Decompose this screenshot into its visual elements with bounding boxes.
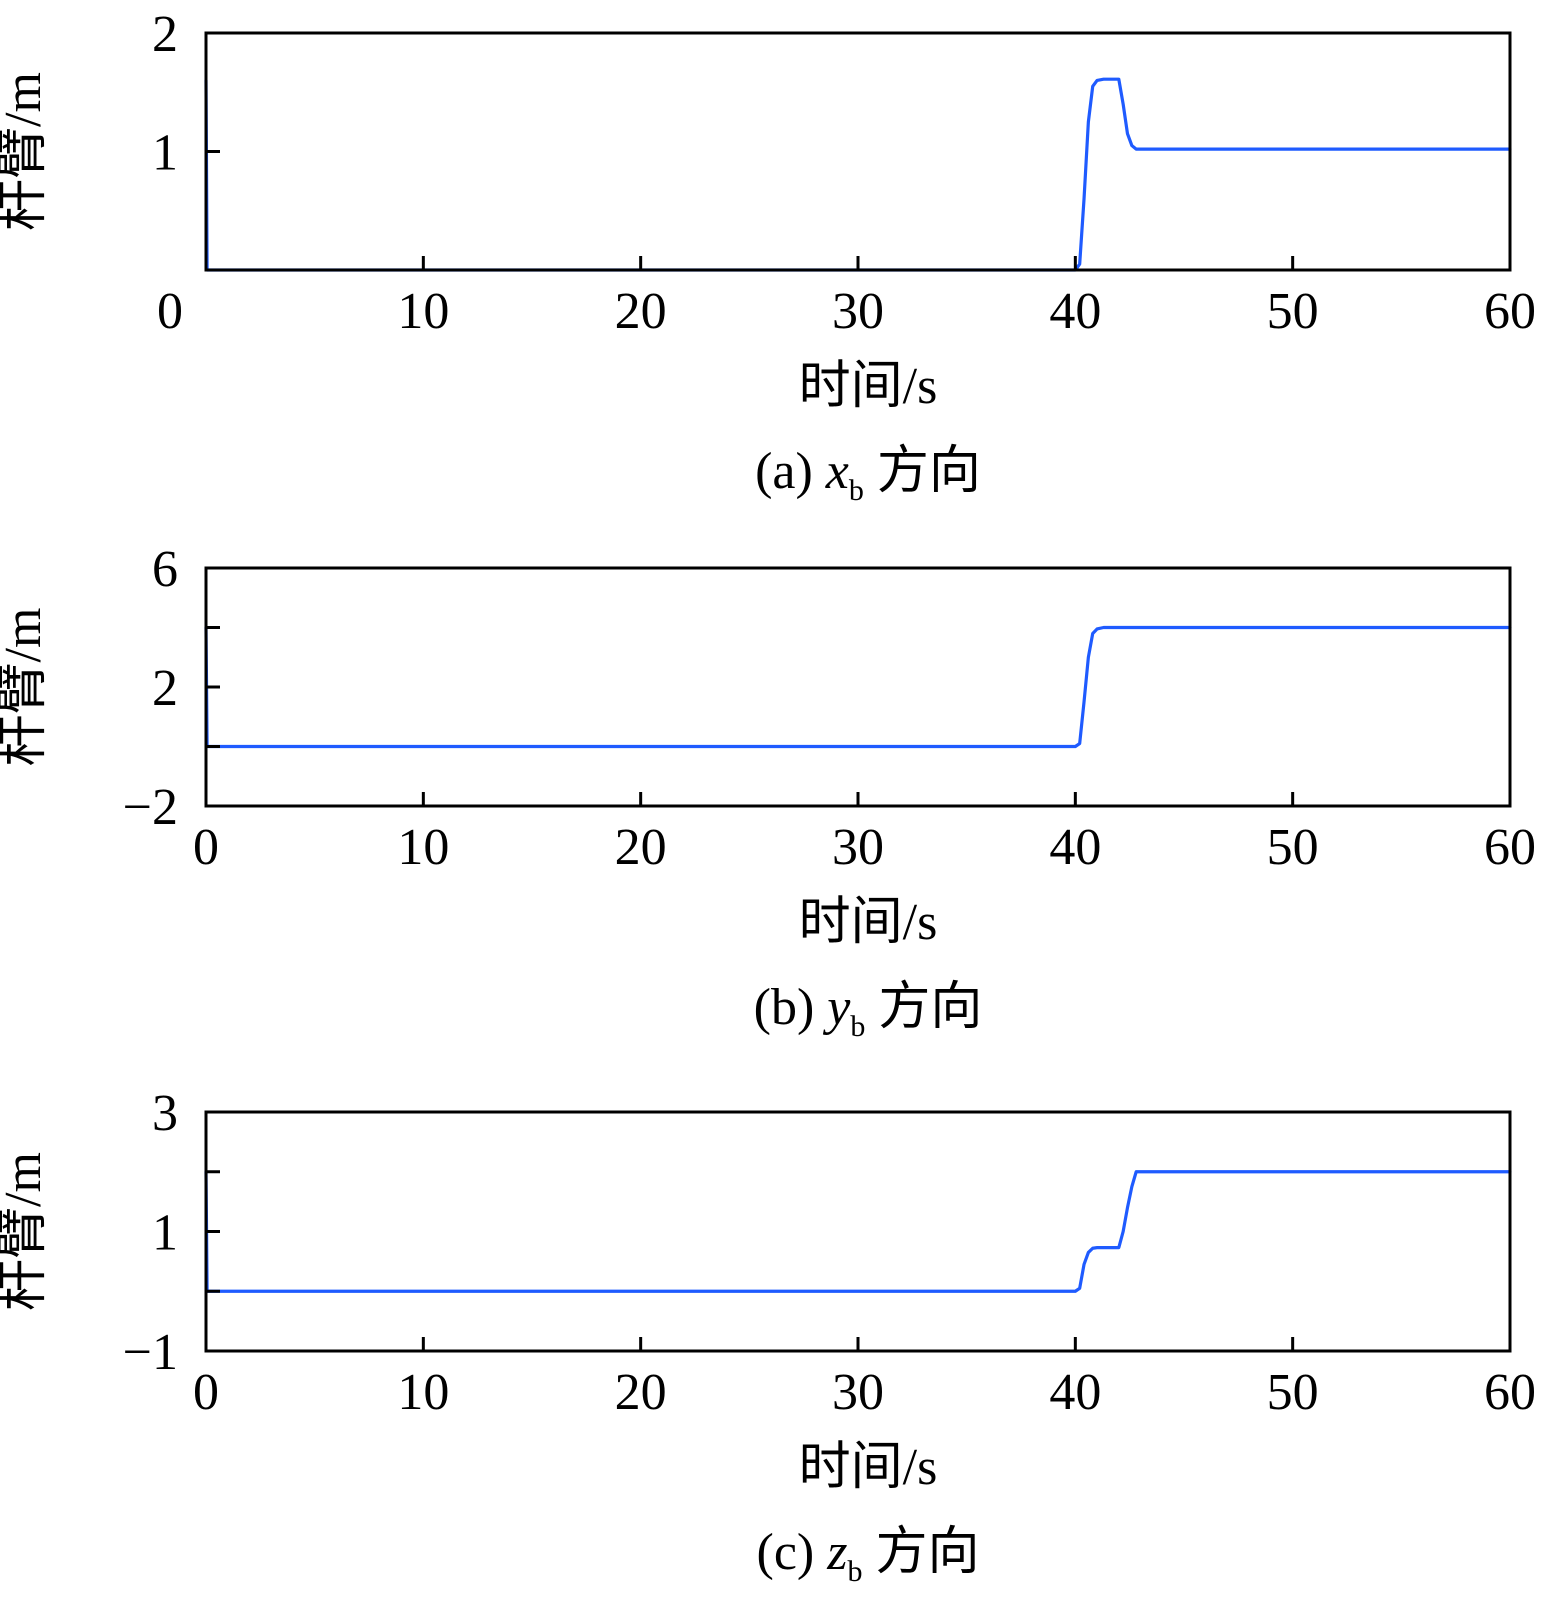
panel-caption-b: (b) yb 方向 <box>754 979 983 1043</box>
caption-variable: z <box>826 1524 847 1581</box>
y-tick-label-b-4: 6 <box>152 541 178 598</box>
x-axis-title-a: 时间/s <box>799 358 938 415</box>
x-tick-label-a-10: 10 <box>397 283 449 340</box>
x-tick-label-c-50: 50 <box>1267 1364 1319 1421</box>
caption-variable: y <box>822 979 851 1036</box>
caption-suffix: 方向 <box>865 979 982 1036</box>
series-line-a-xb <box>204 77 1512 272</box>
panel-caption-c: (c) zb 方向 <box>757 1524 980 1588</box>
y-tick-label-c-4: 3 <box>152 1085 178 1142</box>
y-tick-label-c-2: 1 <box>152 1205 178 1262</box>
x-tick-label-c-0: 0 <box>193 1364 219 1421</box>
x-tick-label-c-40: 40 <box>1049 1364 1101 1421</box>
panel-a-chart: 0 10 20 30 40 50 60 1 2 杆臂/m 时间/s (a) xb 方向 <box>0 6 1536 507</box>
x-axis-title-b: 时间/s <box>799 894 938 951</box>
x-tick-label-a-40: 40 <box>1049 283 1101 340</box>
x-tick-label-b-50: 50 <box>1267 819 1319 876</box>
y-axis-title-c: 杆臂/m <box>0 1152 52 1311</box>
panel-c-chart: 0 10 20 30 40 50 60 −1 1 3 杆臂/m 时间/s (c) zb 方向 <box>0 1085 1536 1588</box>
plot-frame-a <box>204 31 1512 272</box>
caption-suffix: 方向 <box>862 1524 979 1581</box>
y-tick-label-c-0: −1 <box>123 1324 178 1381</box>
y-axis-title-a: 杆臂/m <box>0 72 52 231</box>
x-axis-title-c: 时间/s <box>799 1439 938 1496</box>
y-tick-label-b-2: 2 <box>152 660 178 717</box>
y-axis-title-b: 杆臂/m <box>0 608 52 767</box>
x-tick-label-a-60: 60 <box>1484 283 1536 340</box>
caption-prefix: (a) <box>755 443 826 500</box>
x-tick-label-c-20: 20 <box>615 1364 667 1421</box>
x-tick-label-a-50: 50 <box>1267 283 1319 340</box>
y-tick-label-b-0: −2 <box>123 779 178 836</box>
x-tick-label-b-60: 60 <box>1484 819 1536 876</box>
x-tick-label-b-40: 40 <box>1049 819 1101 876</box>
caption-subscript: b <box>847 1555 862 1588</box>
panel-caption-a: (a) xb 方向 <box>755 443 981 507</box>
x-tick-label-b-30: 30 <box>832 819 884 876</box>
caption-subscript: b <box>850 1010 865 1043</box>
x-tick-label-b-10: 10 <box>397 819 449 876</box>
caption-prefix: (c) <box>757 1524 828 1581</box>
x-tick-label-c-60: 60 <box>1484 1364 1536 1421</box>
plot-frame-c <box>204 1110 1512 1353</box>
x-tick-label-a-20: 20 <box>615 283 667 340</box>
series-line-c-zb <box>204 1170 1512 1293</box>
x-tick-label-b-20: 20 <box>615 819 667 876</box>
caption-variable: x <box>825 443 849 500</box>
caption-prefix: (b) <box>754 979 828 1036</box>
caption-suffix: 方向 <box>864 443 981 500</box>
x-tick-label-a-30: 30 <box>832 283 884 340</box>
x-tick-label-c-10: 10 <box>397 1364 449 1421</box>
y-tick-label-a-1: 1 <box>152 125 178 182</box>
x-tick-label-b-0: 0 <box>193 819 219 876</box>
y-tick-label-a-2: 2 <box>152 6 178 63</box>
x-tick-label-c-30: 30 <box>832 1364 884 1421</box>
x-tick-label-a-0: 0 <box>157 283 183 340</box>
caption-subscript: b <box>849 474 864 507</box>
series-line-b-yb <box>204 625 1512 749</box>
panel-b-chart: 0 10 20 30 40 50 60 −2 2 6 杆臂/m 时间/s (b) yb 方向 <box>0 541 1536 1043</box>
plot-frame-b <box>204 566 1512 808</box>
